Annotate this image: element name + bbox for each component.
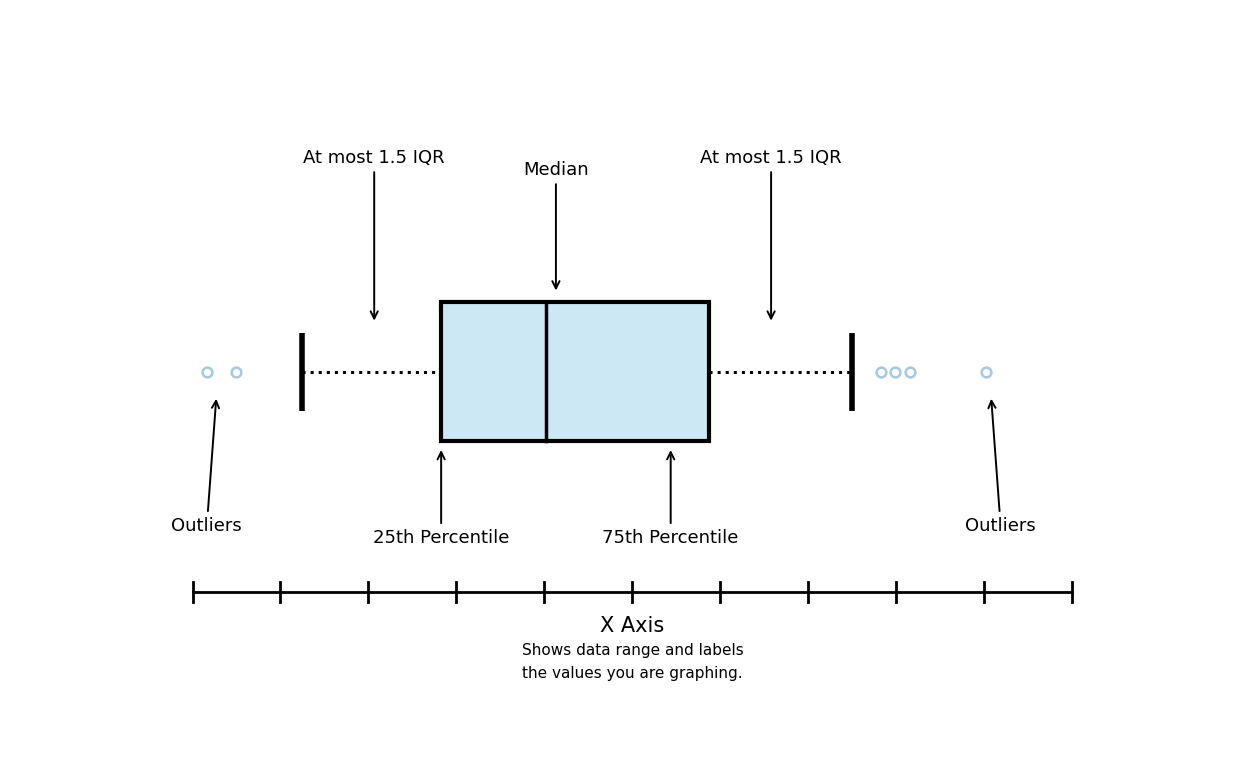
Bar	[442, 303, 708, 441]
Text: 25th Percentile: 25th Percentile	[373, 452, 510, 546]
Text: At most 1.5 IQR: At most 1.5 IQR	[700, 148, 842, 318]
Text: Median: Median	[523, 161, 589, 289]
Text: Shows data range and labels
the values you are graphing.: Shows data range and labels the values y…	[522, 644, 743, 681]
Text: At most 1.5 IQR: At most 1.5 IQR	[304, 148, 445, 318]
Text: Outliers: Outliers	[965, 401, 1037, 535]
Text: X Axis: X Axis	[600, 616, 665, 637]
Text: Outliers: Outliers	[172, 401, 242, 535]
Text: 75th Percentile: 75th Percentile	[602, 452, 739, 546]
